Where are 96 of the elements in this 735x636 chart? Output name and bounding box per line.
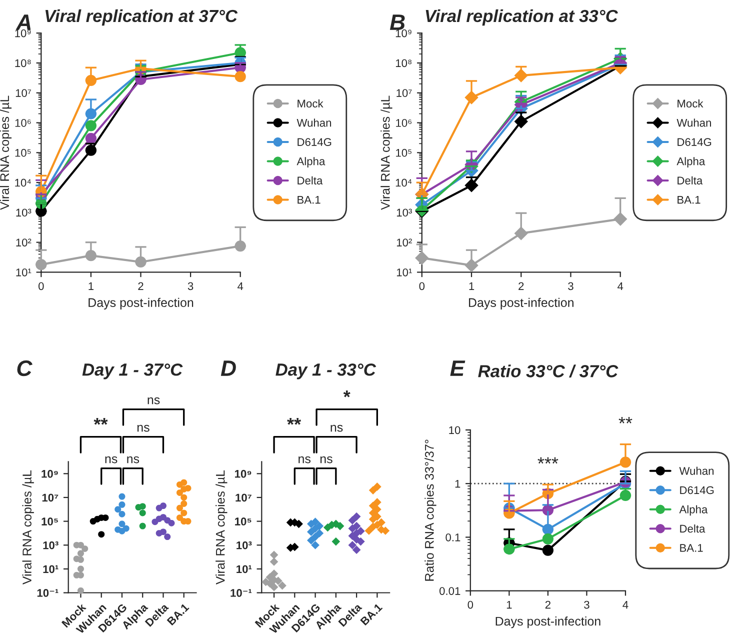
y-tick-label: 10⁵ xyxy=(42,518,58,526)
annotation: ** xyxy=(618,417,632,424)
y-tick-label: 10⁵ xyxy=(15,148,31,157)
text: A xyxy=(16,14,31,30)
legend-label: Mock xyxy=(678,99,704,108)
legend-label: D614G xyxy=(298,138,332,146)
y-tick-label: 10² xyxy=(396,238,412,246)
x-tick-label: 0 xyxy=(38,282,44,290)
y-axis-title: Ratio RNA copies 33°/37° xyxy=(424,440,436,581)
y-tick-label: 10¹ xyxy=(16,268,32,276)
legend-label: Mock xyxy=(298,99,324,108)
text: C xyxy=(17,360,32,376)
chart-title: Day 1 - 33°C xyxy=(276,364,376,380)
legend-label: Delta xyxy=(678,176,703,184)
y-axis-title: Viral RNA copies /µL xyxy=(22,470,34,585)
legend-label: Delta xyxy=(680,524,706,533)
y-tick-label: 10⁵ xyxy=(235,518,252,526)
y-tick-label: 10⁷ xyxy=(236,494,252,502)
x-tick-label: 2 xyxy=(545,600,550,609)
chart-title: Ratio 33°C / 37°C xyxy=(478,364,618,378)
y-tick-label: 10⁷ xyxy=(16,89,31,97)
text: * xyxy=(343,390,350,398)
text: ** xyxy=(287,418,302,425)
y-tick-label: 10 xyxy=(449,426,460,434)
y-tick-label: 10⁸ xyxy=(15,59,31,68)
y-tick-label: 10⁷ xyxy=(42,494,58,502)
text: E xyxy=(450,360,466,376)
x-tick-label: 1 xyxy=(506,600,512,609)
y-tick-label: 10¹ xyxy=(43,565,58,574)
chart-title: Day 1 - 37°C xyxy=(82,364,183,380)
text: ** xyxy=(94,418,108,425)
annotation: *** xyxy=(538,457,558,464)
legend-label: D614G xyxy=(678,138,712,146)
x-tick-label: 2 xyxy=(518,282,524,290)
x-tick-label: 1 xyxy=(88,282,94,290)
text: ns xyxy=(148,397,160,404)
y-tick-label: 10⁶ xyxy=(396,119,412,127)
y-axis-title: Viral RNA copies /µL xyxy=(380,96,392,210)
y-tick-label: 10⁴ xyxy=(396,178,412,187)
annotation: ns xyxy=(105,456,118,464)
y-tick-label: 10⁹ xyxy=(42,470,58,478)
x-tick-label: 3 xyxy=(568,282,574,290)
y-tick-label: 10⁹ xyxy=(15,29,31,38)
x-tick-label: 0 xyxy=(468,600,474,609)
x-axis-title: Days post-infection xyxy=(468,298,574,310)
x-tick-label: 3 xyxy=(188,282,194,290)
y-tick-label: 10³ xyxy=(43,541,58,550)
x-tick-label: 1 xyxy=(469,282,474,290)
text: D xyxy=(220,360,236,376)
y-tick-label: 10⁵ xyxy=(396,148,412,157)
y-tick-label: 0.1 xyxy=(446,533,460,542)
legend-label: BA.1 xyxy=(678,196,700,204)
x-tick-label: 4 xyxy=(238,282,244,290)
x-axis-title: Days post-infection xyxy=(496,616,600,628)
y-tick-label: 10⁶ xyxy=(15,119,31,127)
legend-label: BA.1 xyxy=(680,544,703,552)
y-tick-label: 10⁸ xyxy=(396,59,412,68)
y-tick-label: 10¹ xyxy=(236,565,252,574)
legend-label: Alpha xyxy=(296,157,326,168)
y-tick-label: 10² xyxy=(16,238,32,246)
y-tick-label: 10⁹ xyxy=(396,29,412,38)
y-tick-label: 10⁴ xyxy=(15,178,31,187)
legend-label: Wuhan xyxy=(679,466,714,475)
legend-label: Wuhan xyxy=(296,118,332,127)
x-tick-label: 0 xyxy=(419,282,425,290)
legend-label: D614G xyxy=(680,486,714,494)
annotation: ns xyxy=(127,456,140,464)
chart-title: Viral replication at 37°C xyxy=(45,9,238,26)
annotation: ns xyxy=(320,456,332,464)
y-tick-label: 10⁹ xyxy=(235,470,252,478)
x-tick-label: 2 xyxy=(138,282,144,290)
y-tick-label: 10⁷ xyxy=(396,89,412,97)
legend-label: Wuhan xyxy=(676,118,711,127)
x-axis-title: Days post-infection xyxy=(88,298,194,310)
y-tick-label: 10⁻¹ xyxy=(37,589,58,597)
x-tick-label: 4 xyxy=(622,600,628,609)
legend-label: Delta xyxy=(298,176,323,184)
y-tick-label: 10³ xyxy=(16,208,32,217)
y-tick-label: 0.01 xyxy=(439,587,460,595)
y-tick-label: 10³ xyxy=(236,541,252,550)
y-tick-label: 1 xyxy=(455,480,460,488)
x-tick-label: 3 xyxy=(584,600,590,609)
y-tick-label: 10¹ xyxy=(396,268,412,276)
annotation: ns xyxy=(298,456,311,464)
chart-title: Viral replication at 33°C xyxy=(426,9,618,26)
legend-label: BA.1 xyxy=(298,196,320,204)
text: ns xyxy=(330,424,343,432)
y-axis-title: Viral RNA copies /µL xyxy=(216,470,228,585)
y-tick-label: 10⁻¹ xyxy=(230,589,252,597)
text: B xyxy=(390,14,405,30)
legend-label: Alpha xyxy=(679,505,708,516)
legend-label: Alpha xyxy=(676,157,706,168)
y-tick-label: 10³ xyxy=(396,208,412,217)
y-axis-title: Viral RNA copies /µL xyxy=(0,96,12,210)
text: ns xyxy=(137,424,150,432)
x-tick-label: 4 xyxy=(618,282,624,290)
